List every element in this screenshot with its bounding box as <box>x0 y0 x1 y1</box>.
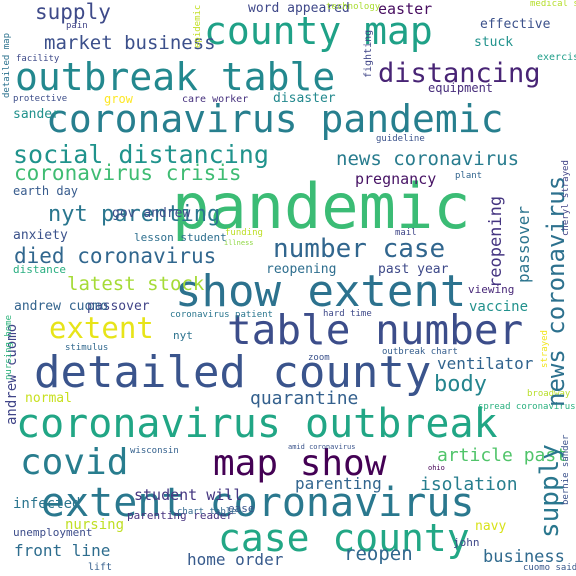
word-navy: distance <box>13 263 66 276</box>
word-word-appeared: normal <box>25 391 72 406</box>
word-latest-stock: market business <box>44 32 216 54</box>
word-ohio: broadway <box>527 389 571 399</box>
word-coronavirus-outbreak: coronavirus outbreak <box>16 401 498 447</box>
word-epidemic: epidemic <box>193 4 203 48</box>
word-update-stock: wisconsin <box>130 446 179 456</box>
word-ease: lesson student <box>134 231 227 244</box>
word-vaccine: pregnancy <box>355 170 437 188</box>
word-amid-coronavirus: zoom <box>308 353 330 363</box>
word-distance: grow <box>104 92 133 106</box>
word-gov-andrew: reopening <box>266 262 337 277</box>
word-nursing: student will <box>134 486 243 504</box>
word-broadway: coronavirus patient <box>170 310 273 320</box>
word-pregnancy: nursing <box>65 517 125 533</box>
word-map-show: map show <box>213 443 387 484</box>
word-past-year: ventilator <box>437 354 534 373</box>
word-coronavirus-crisis: coronavirus crisis <box>14 161 242 185</box>
word-wisconsin: stimulus <box>65 343 109 353</box>
word-died-coronavirus: died coronavirus <box>14 244 217 268</box>
word-spread-coronavirus: hard time <box>323 309 372 319</box>
word-reopen: body <box>434 372 487 397</box>
word-response-coronavirus: ohio <box>428 464 445 472</box>
word-outbreak-chart: mail <box>395 228 417 238</box>
word-outbreak-table: outbreak table <box>15 55 336 99</box>
word-strayed: strayed <box>540 330 550 368</box>
word-john: nyt <box>173 329 193 342</box>
word-case-county: case county <box>218 516 470 560</box>
word-business-news: front line <box>14 541 111 560</box>
word-fighting: fighting <box>363 29 374 78</box>
word-body: nyt parenting <box>48 202 221 227</box>
word-stimulus: funding <box>225 228 263 238</box>
word-quarantine: latest stock <box>67 273 205 295</box>
word-county-map: county map <box>204 9 433 53</box>
word-extent: extent <box>49 311 154 345</box>
word-worst: amid coronavirus <box>288 443 356 451</box>
word-plant: care worker <box>182 94 249 105</box>
word-facility: navy <box>475 519 507 534</box>
word-passover: passover <box>514 205 533 283</box>
word-coronavirus-pandemic: coronavirus pandemic <box>46 97 504 141</box>
word-detailed-map: detailed map <box>2 32 12 98</box>
word-student-will: home order <box>187 550 284 569</box>
word-reopening: reopening <box>486 195 506 288</box>
word-disaster: anxiety <box>13 228 68 243</box>
word-pandemic: pandemic <box>172 170 471 243</box>
word-equipment: stuck <box>474 35 514 50</box>
word-distancing: distancing <box>378 58 541 89</box>
word-isolation: reopen <box>344 543 413 565</box>
word-cheryl-strayed: cheryl strayed <box>561 160 571 236</box>
word-guideline: protective <box>13 94 68 104</box>
word-nyt-parenting: supply <box>35 0 111 24</box>
word-unemployment: equipment <box>428 81 494 95</box>
word-social-distancing: social distancing <box>13 140 269 169</box>
word-parenting: article past <box>437 445 568 466</box>
word-medical-supply: pain <box>66 21 88 31</box>
word-show-extent: show extent <box>175 266 467 317</box>
word-technology: viewing <box>468 283 515 296</box>
word-covid: covid <box>20 442 129 483</box>
word-bernie-sander: bernie sander <box>561 434 571 505</box>
word-mail: exercise <box>537 52 576 63</box>
word-exercise: facility <box>16 54 60 64</box>
word-lesson-student: disaster <box>273 91 336 106</box>
word-extent-coronavirus: extent coronavirus <box>41 480 475 526</box>
word-coronavirus-patient: guideline <box>376 134 425 144</box>
word-home-order: parenting <box>295 474 382 493</box>
word-hard-time: plant <box>455 171 483 181</box>
word-protective: john <box>453 536 480 549</box>
word-front-line: isolation <box>420 474 518 495</box>
word-infected: business news <box>483 547 576 567</box>
word-article-past: quarantine <box>250 388 359 409</box>
word-illness: medical supply <box>530 0 576 9</box>
word-viewing: parenting reader <box>127 509 233 522</box>
word-funding: technology <box>326 2 381 12</box>
word-nyt: sander <box>13 107 60 122</box>
word-lift: unemployment <box>13 526 93 539</box>
word-anxiety: past year <box>378 262 449 277</box>
word-supply: supply <box>535 444 565 538</box>
word-market-business: news coronavirus <box>336 148 520 170</box>
word-zoom: illness <box>224 239 254 247</box>
word-pain: ease <box>228 502 255 515</box>
word-grow: gov andrew <box>112 206 191 221</box>
word-chart-table: outbreak chart <box>382 347 458 357</box>
word-care-worker: lift <box>88 562 113 573</box>
word-sander: effective <box>480 17 551 32</box>
word-number-case: number case <box>273 234 446 264</box>
word-stuck: andrew cuomo <box>14 299 108 314</box>
word-easter: infected <box>13 496 81 512</box>
word-bernie: cuomo said <box>523 563 576 573</box>
word-detailed-county: detailed county <box>34 347 432 398</box>
word-nursing-home: nursing home <box>4 314 14 380</box>
word-ventilator: easter <box>378 0 433 18</box>
word-cuomo-said: spread coronavirus <box>478 402 576 412</box>
word-earth-day: word appeared <box>248 1 350 16</box>
word-table-number: table number <box>227 306 524 354</box>
word-normal: vaccine <box>469 299 529 315</box>
word-chart: chart table <box>177 507 237 517</box>
word-effective: passover <box>87 299 150 314</box>
word-parenting-reader: earth day <box>13 184 79 198</box>
